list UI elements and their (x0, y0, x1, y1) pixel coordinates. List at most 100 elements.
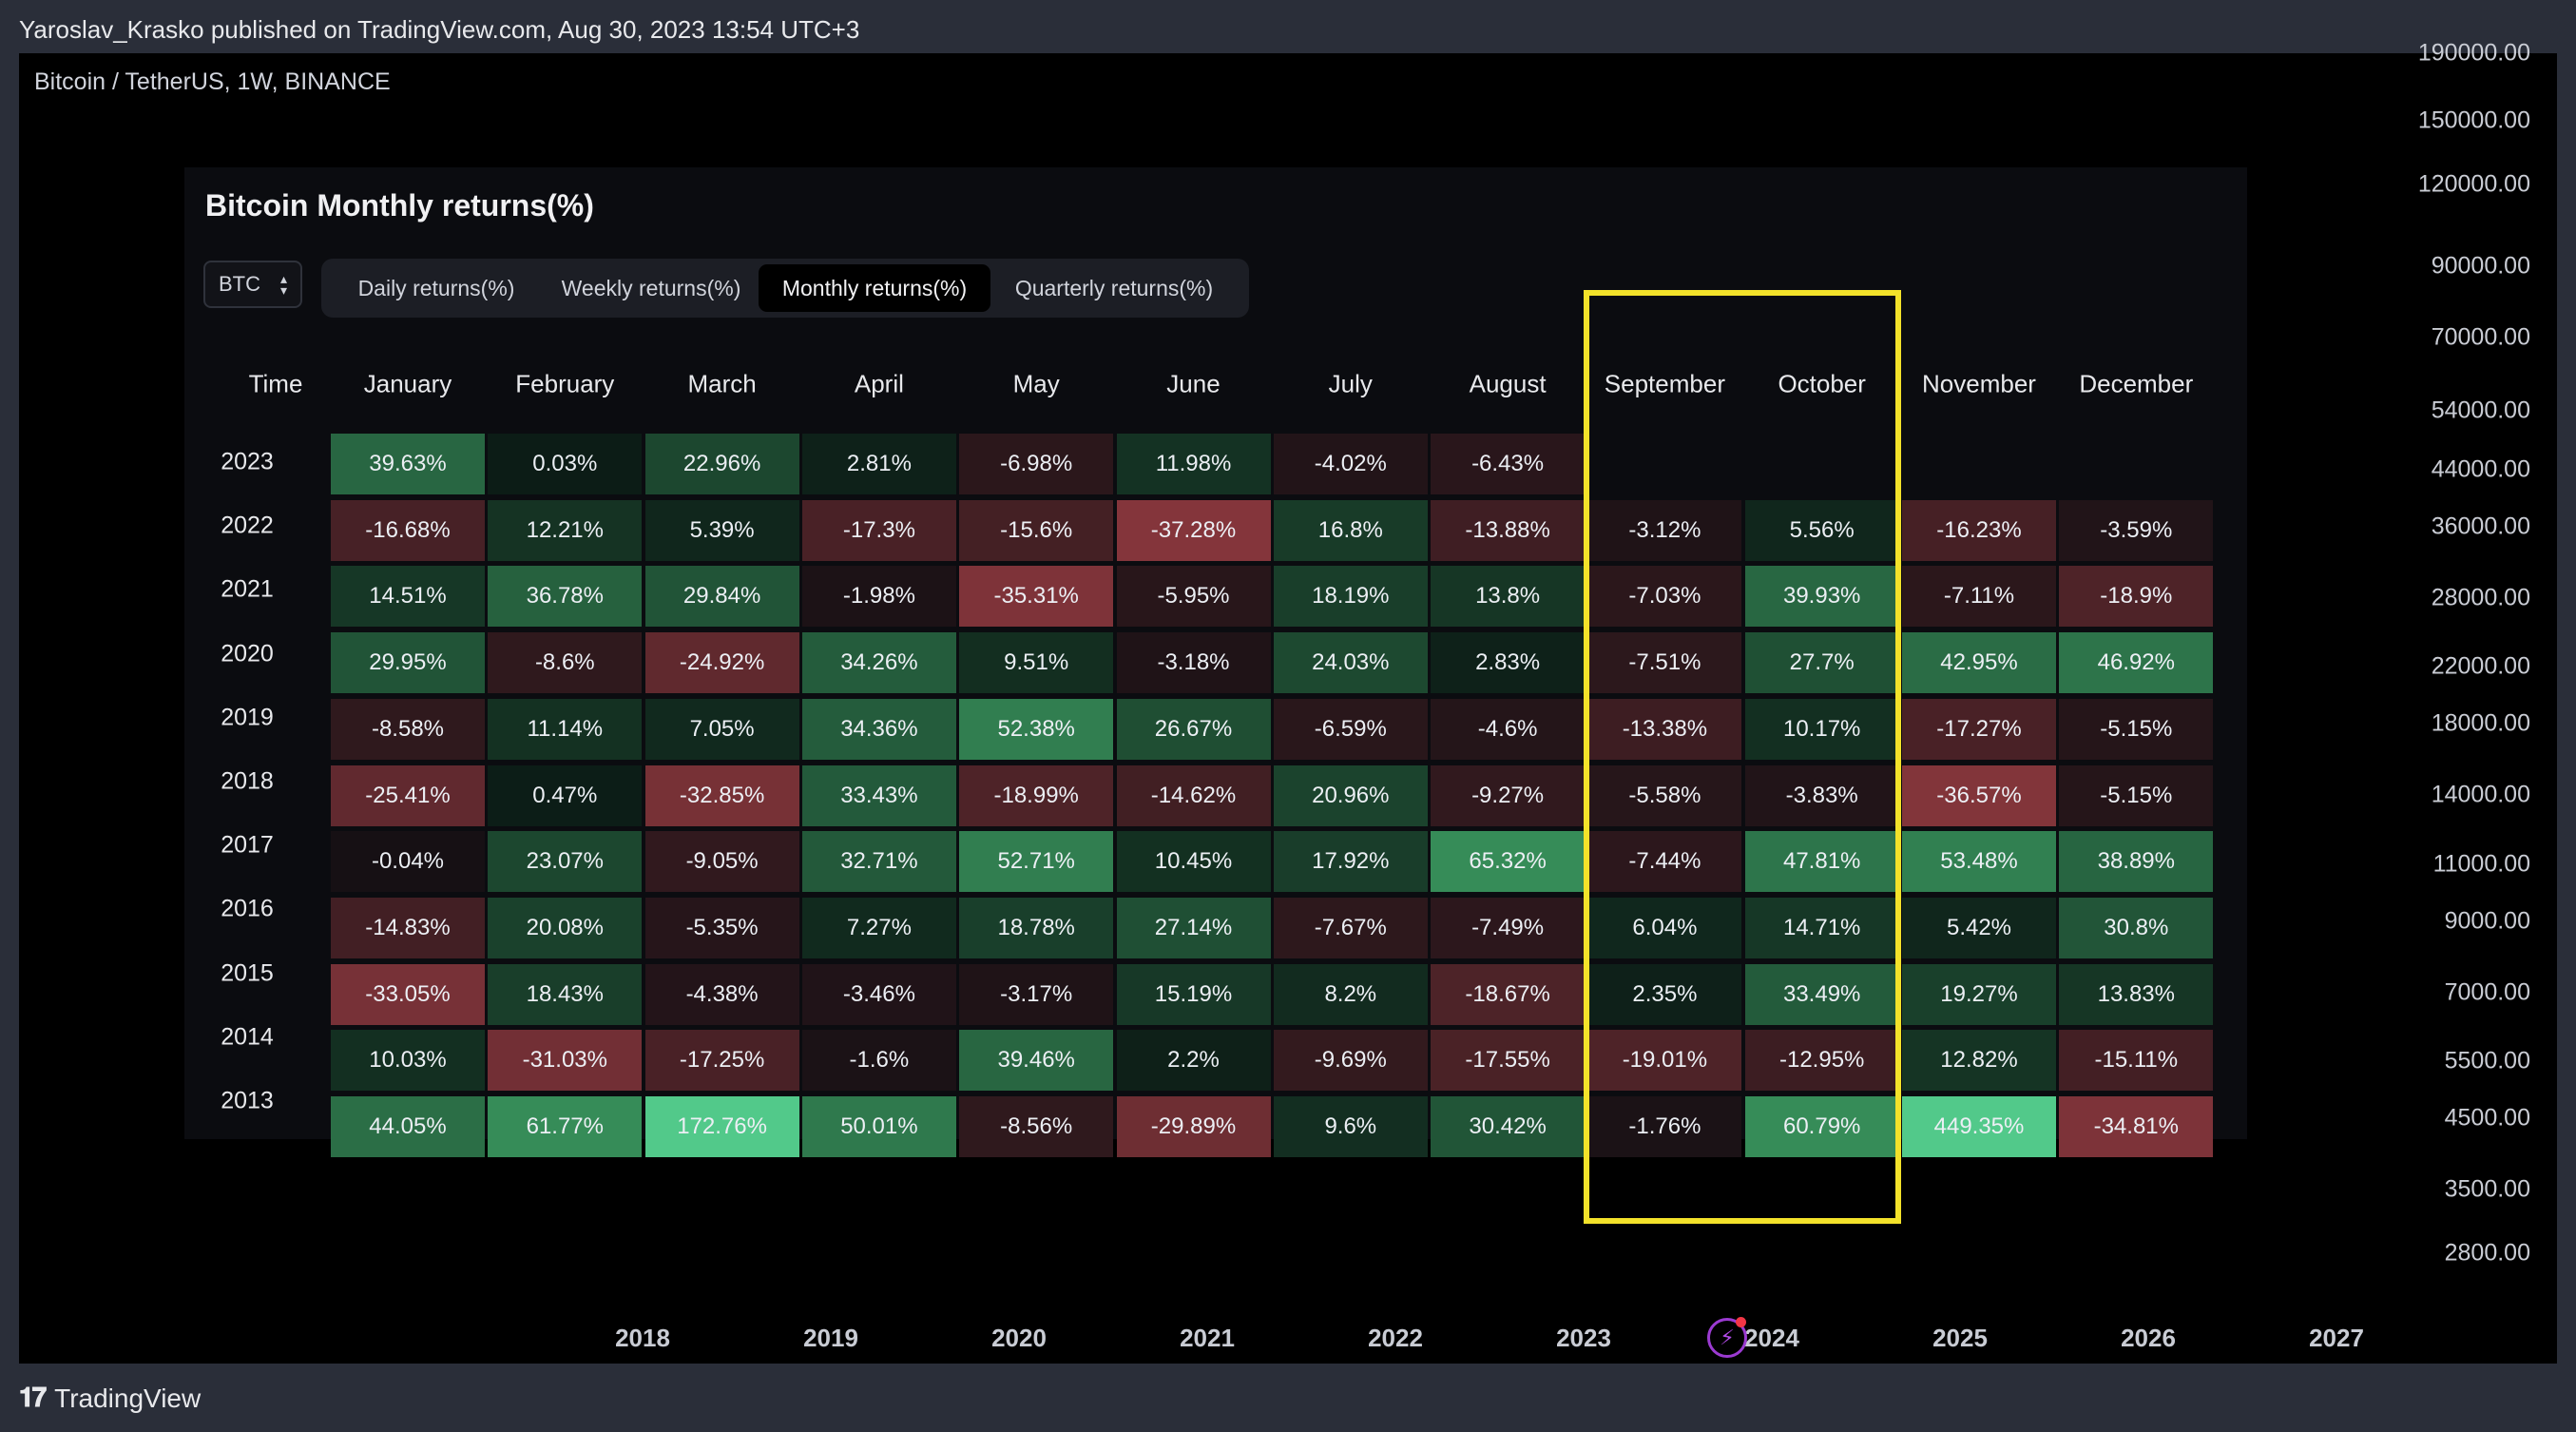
heatmap-cell: 47.81% (1744, 831, 1899, 893)
time-scale[interactable]: 2018 2019 2020 2021 2022 2023 2024 2025 2026 2027 (19, 1308, 2367, 1364)
price-tick: 9000.00 (2444, 907, 2530, 935)
heatmap-cell: 2.81% (801, 434, 956, 494)
heatmap-cell: -32.85% (644, 764, 799, 826)
price-tick: 5500.00 (2444, 1047, 2530, 1074)
heatmap-cell: -17.25% (644, 1030, 799, 1092)
heatmap-cell: 7.05% (644, 698, 799, 760)
heatmap-cell: -29.89% (1116, 1096, 1271, 1157)
tab-weekly-returns[interactable]: Weekly returns(%) (561, 276, 741, 300)
heatmap-cell: 44.05% (331, 1096, 485, 1157)
tab-monthly-returns[interactable]: Monthly returns(%) (759, 264, 990, 312)
heatmap-cell: 7.27% (801, 897, 956, 958)
heatmap-cell: -31.03% (488, 1030, 643, 1092)
heatmap-cell: -3.12% (1587, 499, 1742, 561)
row-year-label: 2013 (221, 1087, 274, 1114)
heatmap-cell: -1.98% (801, 566, 956, 628)
heatmap-cell: 11.98% (1116, 434, 1271, 494)
heatmap-cell: 9.51% (959, 632, 1114, 694)
col-header-march: March (687, 369, 757, 398)
heatmap-cell: 52.38% (959, 698, 1114, 760)
heatmap-cell: -7.51% (1587, 632, 1742, 694)
row-year-label: 2021 (221, 575, 274, 603)
heatmap-cell: -18.9% (2059, 566, 2214, 628)
heatmap-cell: 172.76% (644, 1096, 799, 1157)
heatmap-cell: 24.03% (1273, 632, 1428, 694)
heatmap-cell: -7.67% (1273, 897, 1428, 958)
row-year-label: 2019 (221, 704, 274, 731)
heatmap-cell: -34.81% (2059, 1096, 2214, 1157)
time-tick: 2022 (1368, 1324, 1423, 1352)
time-tick: 2023 (1556, 1324, 1611, 1352)
heatmap-cell: -5.15% (2059, 698, 2214, 760)
heatmap-cell: -15.11% (2059, 1030, 2214, 1092)
row-year-label: 2020 (221, 640, 274, 668)
row-year-label: 2017 (221, 831, 274, 859)
heatmap-cell: 19.27% (1902, 963, 2056, 1025)
heatmap-cell: 36.78% (488, 566, 643, 628)
asset-select[interactable]: BTC ▴ ▾ (203, 261, 302, 308)
heatmap-cell: 17.92% (1273, 831, 1428, 893)
heatmap-cell: 5.42% (1902, 897, 2056, 958)
row-year-label: 2015 (221, 959, 274, 987)
heatmap-cell: 6.04% (1587, 897, 1742, 958)
heatmap-cell: 39.46% (959, 1030, 1114, 1092)
heatmap-cell: 12.21% (488, 499, 643, 561)
heatmap-cell: -16.68% (331, 499, 485, 561)
heatmap-cell: 61.77% (488, 1096, 643, 1157)
heatmap-cell: 10.17% (1744, 698, 1899, 760)
col-header-time: Time (248, 369, 303, 398)
price-tick: 150000.00 (2417, 106, 2530, 134)
time-tick: 2020 (991, 1324, 1047, 1352)
heatmap-cell: -1.6% (801, 1030, 956, 1092)
publisher-text: Yaroslav_Krasko published on TradingView… (19, 15, 860, 44)
heatmap-cell: 2.2% (1116, 1030, 1271, 1092)
heatmap-cell: -0.04% (331, 831, 485, 893)
tab-quarterly-returns[interactable]: Quarterly returns(%) (1014, 276, 1214, 300)
heatmap-cell: -14.83% (331, 897, 485, 958)
heatmap-cell: -3.59% (2059, 499, 2214, 561)
heatmap-cell (1902, 434, 2056, 494)
price-tick: 54000.00 (2431, 397, 2530, 424)
heatmap-cell: -5.35% (644, 897, 799, 958)
heatmap-cell: 33.49% (1744, 963, 1899, 1025)
time-tick: 2026 (2121, 1324, 2176, 1352)
heatmap-cell: 2.83% (1431, 632, 1586, 694)
asset-select-value: BTC (219, 272, 260, 296)
heatmap-cell: 16.8% (1273, 499, 1428, 561)
lightning-bolt-icon[interactable]: ⚡ (1707, 1317, 1747, 1358)
heatmap-cell: -9.69% (1273, 1030, 1428, 1092)
heatmap-cell: 46.92% (2059, 632, 2214, 694)
returns-panel: Bitcoin Monthly returns(%) BTC ▴ ▾ Daily … (184, 167, 2247, 1157)
heatmap-cell: -7.03% (1587, 566, 1742, 628)
heatmap-cell: -3.18% (1116, 632, 1271, 694)
time-tick: 2018 (615, 1324, 670, 1352)
heatmap-cell: 15.19% (1116, 963, 1271, 1025)
heatmap-cell: 29.95% (331, 632, 485, 694)
heatmap-cell: 0.47% (488, 764, 643, 826)
heatmap-cell: -12.95% (1744, 1030, 1899, 1092)
heatmap-cell: 22.96% (644, 434, 799, 494)
time-tick: 2021 (1180, 1324, 1235, 1352)
tab-daily-returns[interactable]: Daily returns(%) (357, 276, 515, 300)
heatmap-cell: -6.43% (1431, 434, 1586, 494)
tradingview-brand[interactable]: 𝟏𝟕 TradingView (19, 1383, 201, 1414)
heatmap-cell: 18.43% (488, 963, 643, 1025)
time-tick: 2025 (1932, 1324, 1988, 1352)
price-scale[interactable]: 190000.00 150000.00 120000.00 90000.00 70000… (2367, 40, 2557, 1364)
price-tick: 3500.00 (2444, 1175, 2530, 1203)
price-tick: 90000.00 (2431, 252, 2530, 280)
heatmap-cell: 33.43% (801, 764, 956, 826)
heatmap-cell: 32.71% (801, 831, 956, 893)
heatmap-cell: -5.15% (2059, 764, 2214, 826)
col-header-april: April (854, 369, 904, 398)
time-tick: 2019 (803, 1324, 858, 1352)
heatmap-cell: -4.38% (644, 963, 799, 1025)
heatmap-cell: 23.07% (488, 831, 643, 893)
heatmap-cell: 449.35% (1902, 1096, 2056, 1157)
heatmap-cell (1587, 434, 1741, 494)
row-year-label: 2022 (221, 512, 274, 539)
notification-dot (1736, 1317, 1746, 1327)
heatmap-cell: 14.71% (1744, 897, 1899, 958)
price-tick: 120000.00 (2417, 170, 2530, 197)
heatmap-cell: -4.02% (1273, 434, 1428, 494)
